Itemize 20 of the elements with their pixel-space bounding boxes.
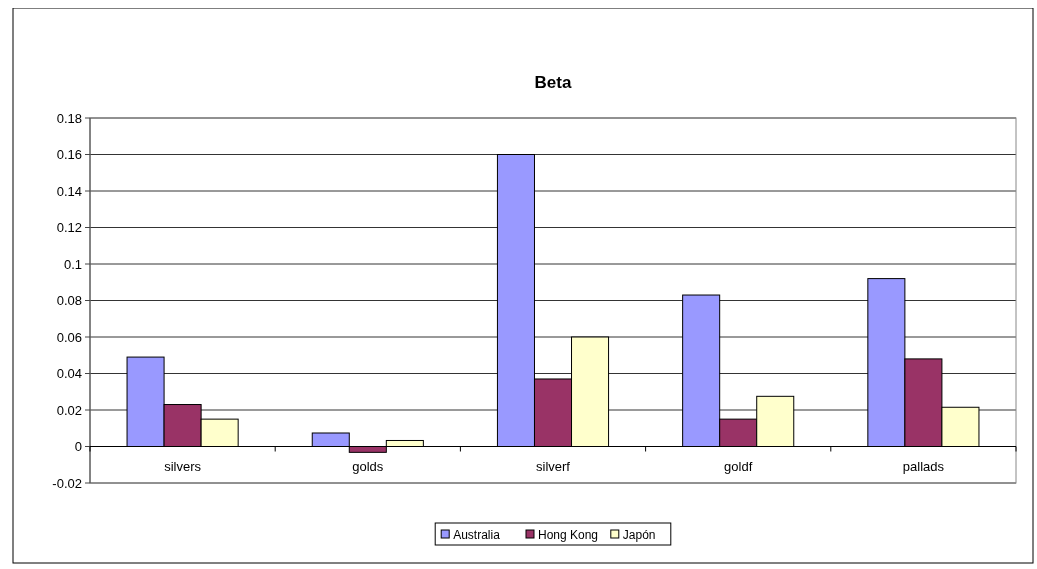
legend-label: Australia xyxy=(453,527,501,542)
y-tick-label: 0.1 xyxy=(63,256,82,272)
legend-label: Hong Kong xyxy=(538,527,599,542)
y-tick-label: -0.02 xyxy=(52,475,82,491)
y-tick-label: 0.18 xyxy=(56,110,82,126)
x-tick-label: pallads xyxy=(902,458,945,474)
y-tick-label: 0.12 xyxy=(56,220,82,236)
y-tick-label: 0.02 xyxy=(56,402,82,418)
y-tick-label: 0.04 xyxy=(56,366,82,382)
y-tick-label: 0.16 xyxy=(56,147,82,163)
legend-label: Japón xyxy=(622,527,656,542)
x-tick-label: silverf xyxy=(536,458,571,474)
y-tick-label: 0.08 xyxy=(56,293,82,309)
y-tick-label: 0.14 xyxy=(56,183,82,199)
y-tick-label: 0.06 xyxy=(56,329,82,345)
chart-title: Beta xyxy=(534,73,572,92)
y-tick-label: 0 xyxy=(74,439,82,455)
x-tick-label: goldf xyxy=(724,458,753,474)
x-tick-label: silvers xyxy=(164,458,202,474)
x-tick-label: golds xyxy=(352,458,384,474)
